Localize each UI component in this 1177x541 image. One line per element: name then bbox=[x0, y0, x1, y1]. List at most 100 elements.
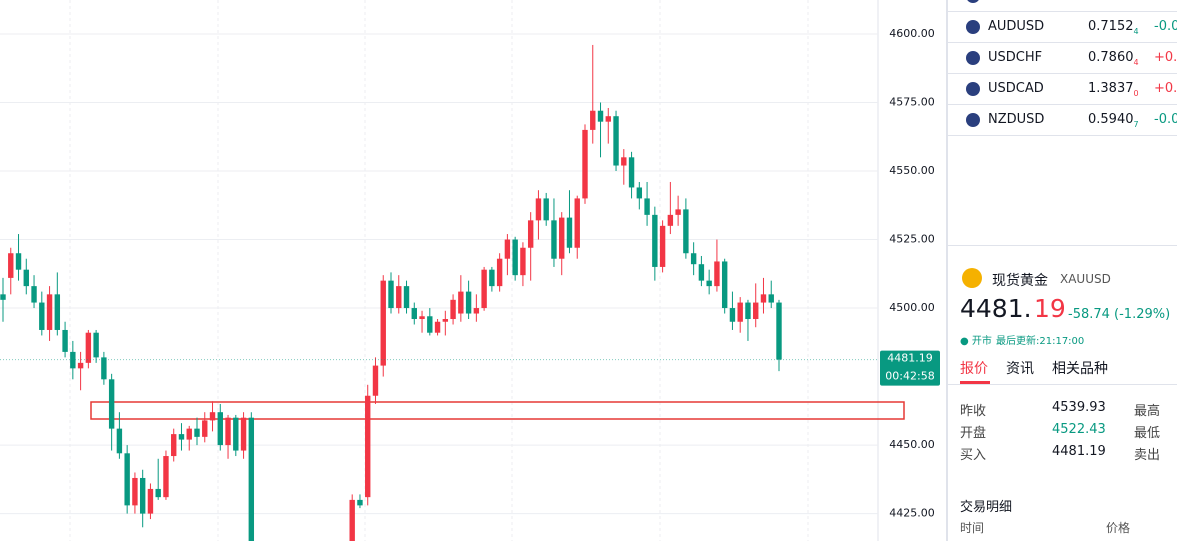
price: 0.5940 7 bbox=[1088, 112, 1139, 129]
candle-body bbox=[427, 316, 433, 333]
candle-body bbox=[365, 395, 371, 498]
price-value: 1.3837 bbox=[1088, 81, 1134, 96]
candle-body bbox=[132, 477, 138, 506]
y-tick-label: 4575.00 bbox=[889, 95, 935, 108]
symbol: AUDUSD bbox=[988, 19, 1045, 34]
candle-body bbox=[450, 299, 456, 320]
tab[interactable]: 相关品种 bbox=[1052, 361, 1108, 377]
last-price-label: 4481.19 bbox=[887, 352, 933, 365]
candle-body bbox=[147, 488, 154, 514]
quote-label: 昨收 bbox=[960, 404, 987, 419]
candle-body bbox=[636, 187, 643, 199]
candle-body bbox=[62, 329, 68, 352]
candle-body bbox=[489, 269, 495, 287]
market-status: ● 开市 bbox=[960, 336, 992, 347]
quote-name: 现货黄金 bbox=[992, 273, 1048, 289]
candle-body bbox=[644, 198, 650, 215]
candle-body bbox=[93, 332, 99, 358]
highlight-box[interactable] bbox=[90, 401, 905, 420]
quote-label: 开盘 bbox=[960, 426, 987, 441]
candle-body bbox=[380, 280, 386, 366]
price-main: 4481. bbox=[960, 294, 1032, 323]
flag bbox=[966, 20, 980, 34]
quote-value: 4522.43 bbox=[1052, 422, 1106, 437]
candle-body bbox=[442, 319, 449, 322]
candle-body bbox=[116, 428, 123, 454]
price: 0.7860 4 bbox=[1088, 50, 1139, 67]
candle-body bbox=[217, 412, 223, 446]
candle-body bbox=[101, 357, 107, 380]
candle-body bbox=[574, 198, 580, 248]
divider bbox=[948, 245, 1177, 246]
price-value: 0.7152 bbox=[1088, 19, 1134, 34]
candle-body bbox=[590, 110, 596, 130]
symbol: NZDUSD bbox=[988, 112, 1045, 127]
candle-body bbox=[15, 253, 22, 270]
candle-body bbox=[714, 261, 720, 287]
candle-body bbox=[39, 302, 45, 330]
candle-body bbox=[737, 302, 743, 322]
candle-body bbox=[535, 198, 542, 221]
detail-title: 交易明细 bbox=[960, 500, 1013, 515]
candle-body bbox=[520, 247, 526, 276]
detail-col: 时间 bbox=[960, 521, 985, 535]
candle-body bbox=[163, 456, 169, 498]
watch-row[interactable]: AUDUSD 0.7152 4 -0.0 bbox=[948, 11, 1177, 43]
candle-body bbox=[652, 214, 658, 267]
candle-body bbox=[543, 198, 549, 221]
quote-value: 4481.19 bbox=[1052, 444, 1106, 459]
flag bbox=[966, 113, 980, 127]
y-tick-label: 4450.00 bbox=[889, 438, 935, 451]
watch-row[interactable] bbox=[948, 0, 1177, 12]
candle-body bbox=[124, 453, 130, 506]
updated-time: 最后更新:21:17:00 bbox=[996, 336, 1085, 347]
candle-body bbox=[559, 217, 565, 259]
candle-body bbox=[465, 291, 472, 314]
candle-body bbox=[70, 351, 76, 369]
quote-value: 4539.93 bbox=[1052, 400, 1106, 415]
candle-body bbox=[458, 291, 464, 314]
candle-body bbox=[54, 294, 61, 330]
candle-body bbox=[481, 269, 487, 309]
price-value: 0.7860 bbox=[1088, 50, 1134, 65]
candle-body bbox=[411, 308, 417, 320]
candle-body bbox=[659, 225, 666, 267]
candle-body bbox=[209, 412, 216, 421]
candle-body bbox=[496, 258, 503, 287]
price-change: -58.74 (-1.29%) bbox=[1068, 307, 1171, 322]
candle-body bbox=[745, 302, 751, 320]
tab[interactable]: 报价 bbox=[960, 361, 988, 377]
price: 1.3837 0 bbox=[1088, 81, 1139, 98]
candle-body bbox=[698, 264, 705, 281]
candle-body bbox=[621, 157, 627, 166]
candle-body bbox=[85, 332, 92, 363]
candle-body bbox=[566, 217, 573, 248]
candle-body bbox=[233, 417, 239, 451]
candle-body bbox=[605, 116, 611, 122]
detail-col: 价格 bbox=[1106, 521, 1131, 535]
tab[interactable]: 资讯 bbox=[1006, 361, 1034, 377]
price: 0.7152 4 bbox=[1088, 19, 1139, 36]
candle-body bbox=[178, 434, 185, 440]
candle-body bbox=[357, 499, 363, 506]
candle-body bbox=[597, 110, 604, 122]
gold-icon bbox=[962, 268, 982, 288]
watch-row[interactable]: NZDUSD 0.5940 7 -0.0 bbox=[948, 104, 1177, 136]
candle-body bbox=[46, 294, 53, 330]
countdown: 00:42:58 bbox=[885, 370, 934, 383]
candle-body bbox=[225, 417, 231, 446]
price-value: 0.5940 bbox=[1088, 112, 1134, 127]
y-tick-label: 4525.00 bbox=[889, 233, 935, 246]
symbol: USDCAD bbox=[988, 81, 1044, 96]
candle-body bbox=[434, 321, 441, 333]
candle-body bbox=[613, 116, 619, 166]
candle-body bbox=[139, 477, 146, 514]
y-tick-label: 4600.00 bbox=[889, 27, 935, 40]
candle-body bbox=[753, 302, 759, 320]
candle-body bbox=[628, 157, 635, 188]
flag bbox=[966, 51, 980, 65]
candle-body bbox=[760, 294, 767, 303]
change: -0.0 bbox=[1154, 112, 1177, 127]
